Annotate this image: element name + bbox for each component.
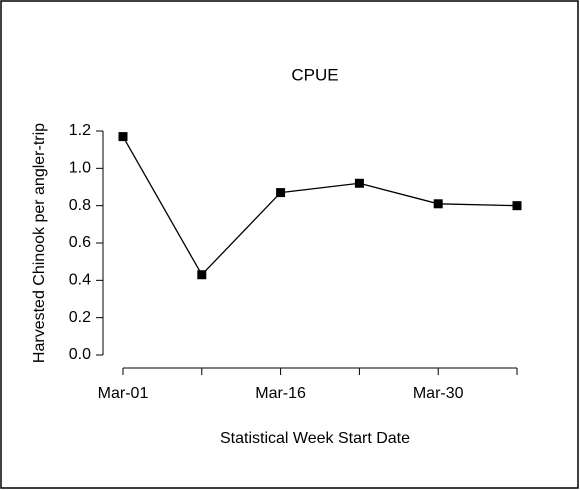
- data-point: [512, 201, 522, 211]
- data-point: [197, 270, 207, 280]
- y-tick-label: 0.8: [69, 197, 91, 214]
- x-tick-label: Mar-30: [413, 385, 464, 402]
- data-point: [118, 132, 128, 142]
- y-tick-label: 0.6: [69, 234, 91, 251]
- y-tick-label: 1.0: [69, 160, 91, 177]
- y-tick-label: 0.2: [69, 309, 91, 326]
- data-line: [122, 136, 518, 276]
- data-point: [276, 188, 286, 198]
- data-point: [354, 178, 364, 188]
- x-tick-label: Mar-01: [98, 385, 149, 402]
- x-axis-label: Statistical Week Start Date: [220, 430, 410, 447]
- data-point: [433, 199, 443, 209]
- y-tick-label: 0.0: [69, 346, 91, 363]
- y-axis-label: Harvested Chinook per angler-trip: [31, 123, 48, 363]
- y-tick-label: 1.2: [69, 122, 91, 139]
- y-tick-label: 0.4: [69, 272, 91, 289]
- chart-title: CPUE: [291, 65, 338, 84]
- x-tick-label: Mar-16: [255, 385, 306, 402]
